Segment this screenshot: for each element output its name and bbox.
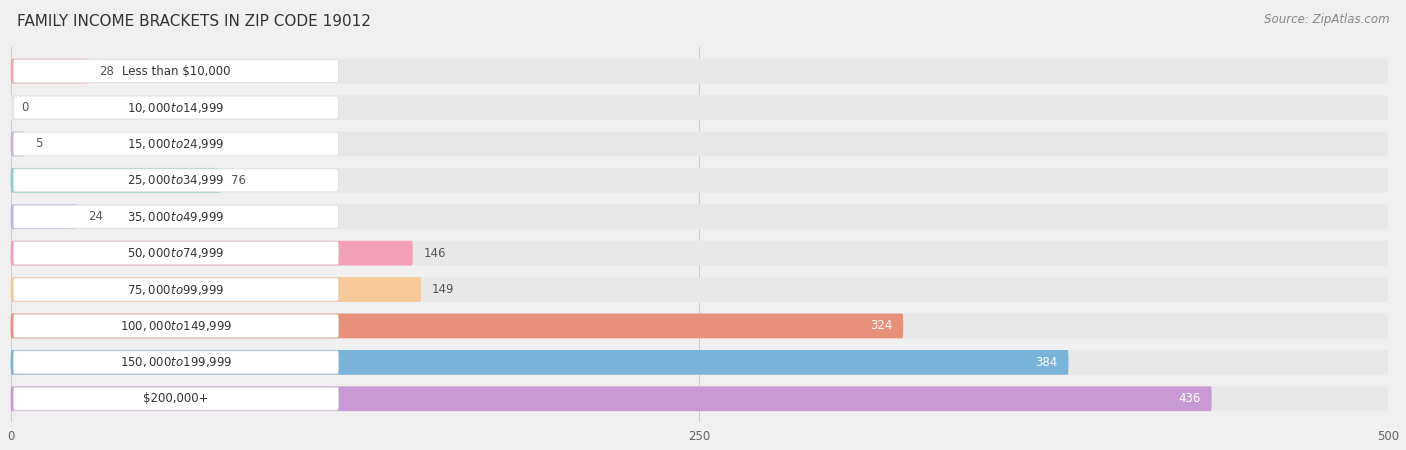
Text: $50,000 to $74,999: $50,000 to $74,999	[127, 246, 225, 260]
Text: $25,000 to $34,999: $25,000 to $34,999	[127, 173, 225, 187]
FancyBboxPatch shape	[11, 131, 1388, 156]
Text: 0: 0	[21, 101, 30, 114]
FancyBboxPatch shape	[11, 59, 87, 84]
FancyBboxPatch shape	[11, 314, 1388, 338]
Text: $100,000 to $149,999: $100,000 to $149,999	[120, 319, 232, 333]
FancyBboxPatch shape	[11, 350, 1388, 375]
FancyBboxPatch shape	[14, 132, 339, 155]
FancyBboxPatch shape	[14, 60, 339, 83]
FancyBboxPatch shape	[11, 241, 1388, 266]
Text: 149: 149	[432, 283, 454, 296]
Text: 324: 324	[870, 320, 893, 333]
FancyBboxPatch shape	[11, 277, 420, 302]
Text: $200,000+: $200,000+	[143, 392, 208, 405]
Text: $150,000 to $199,999: $150,000 to $199,999	[120, 356, 232, 369]
Text: 436: 436	[1178, 392, 1201, 405]
FancyBboxPatch shape	[11, 95, 1388, 120]
FancyBboxPatch shape	[14, 315, 339, 338]
FancyBboxPatch shape	[11, 387, 1388, 411]
FancyBboxPatch shape	[11, 241, 413, 266]
FancyBboxPatch shape	[14, 205, 339, 228]
Text: $15,000 to $24,999: $15,000 to $24,999	[127, 137, 225, 151]
FancyBboxPatch shape	[14, 242, 339, 265]
FancyBboxPatch shape	[14, 278, 339, 301]
FancyBboxPatch shape	[11, 204, 1388, 229]
Text: 24: 24	[87, 210, 103, 223]
Text: 384: 384	[1035, 356, 1057, 369]
Text: $10,000 to $14,999: $10,000 to $14,999	[127, 100, 225, 114]
FancyBboxPatch shape	[11, 204, 77, 229]
FancyBboxPatch shape	[11, 314, 903, 338]
FancyBboxPatch shape	[11, 387, 1212, 411]
FancyBboxPatch shape	[11, 350, 1069, 375]
Text: Source: ZipAtlas.com: Source: ZipAtlas.com	[1264, 14, 1389, 27]
FancyBboxPatch shape	[14, 96, 339, 119]
Text: FAMILY INCOME BRACKETS IN ZIP CODE 19012: FAMILY INCOME BRACKETS IN ZIP CODE 19012	[17, 14, 371, 28]
FancyBboxPatch shape	[11, 168, 1388, 193]
FancyBboxPatch shape	[14, 387, 339, 410]
FancyBboxPatch shape	[11, 277, 1388, 302]
FancyBboxPatch shape	[11, 131, 24, 156]
FancyBboxPatch shape	[14, 169, 339, 192]
FancyBboxPatch shape	[11, 168, 219, 193]
Text: $35,000 to $49,999: $35,000 to $49,999	[127, 210, 225, 224]
Text: 76: 76	[231, 174, 246, 187]
Text: Less than $10,000: Less than $10,000	[122, 65, 231, 77]
FancyBboxPatch shape	[14, 351, 339, 374]
Text: 5: 5	[35, 137, 42, 150]
Text: $75,000 to $99,999: $75,000 to $99,999	[127, 283, 225, 297]
FancyBboxPatch shape	[11, 59, 1388, 84]
Text: 28: 28	[98, 65, 114, 77]
Text: 146: 146	[423, 247, 446, 260]
